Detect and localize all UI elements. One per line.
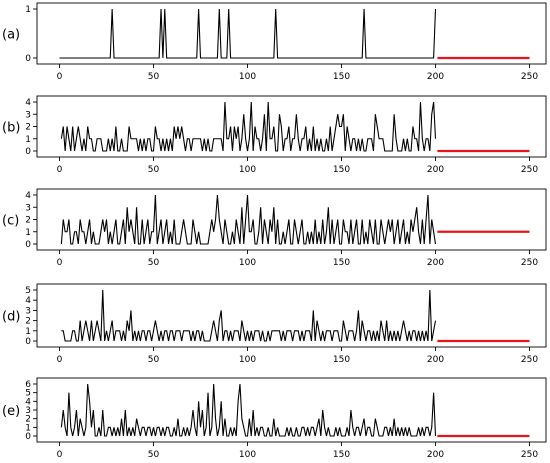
x-tick-label: 250 <box>521 258 538 268</box>
plot-frame <box>36 188 547 251</box>
y-tick-label: 1 <box>25 135 31 145</box>
x-tick-label: 200 <box>427 165 444 175</box>
x-tick-label: 200 <box>427 258 444 268</box>
y-tick-label: 1 <box>25 228 31 238</box>
x-tick-label: 200 <box>427 72 444 82</box>
x-tick-label: 0 <box>57 450 63 460</box>
series-line-1 <box>59 8 437 59</box>
panel-label: (a) <box>2 28 20 43</box>
x-tick-label: 150 <box>333 165 350 175</box>
y-tick-label: 5 <box>25 286 31 296</box>
y-tick-label: 4 <box>25 191 31 201</box>
x-tick-label: 50 <box>148 450 160 460</box>
x-tick-label: 150 <box>333 258 350 268</box>
y-tick-label: 2 <box>25 216 31 226</box>
x-tick-label: 150 <box>333 450 350 460</box>
y-tick-label: 0 <box>25 147 31 157</box>
panel-label: (d) <box>2 310 20 325</box>
series-line-1 <box>61 289 437 342</box>
x-tick-label: 100 <box>239 72 256 82</box>
x-tick-label: 250 <box>521 450 538 460</box>
x-tick-label: 0 <box>57 165 63 175</box>
x-tick-label: 150 <box>333 355 350 365</box>
y-tick-label: 3 <box>25 110 31 120</box>
y-tick-label: 4 <box>25 98 31 108</box>
x-tick-label: 150 <box>333 72 350 82</box>
y-tick-label: 0 <box>25 432 31 442</box>
y-tick-label: 1 <box>25 423 31 433</box>
x-tick-label: 50 <box>148 258 160 268</box>
x-tick-label: 200 <box>427 355 444 365</box>
x-tick-label: 0 <box>57 258 63 268</box>
series-line-1 <box>60 383 437 437</box>
x-tick-label: 250 <box>521 165 538 175</box>
x-tick-label: 100 <box>239 450 256 460</box>
x-tick-label: 200 <box>427 450 444 460</box>
x-tick-label: 0 <box>57 72 63 82</box>
series-line-1 <box>60 101 437 152</box>
x-tick-label: 100 <box>239 258 256 268</box>
y-tick-label: 2 <box>25 415 31 425</box>
x-tick-label: 250 <box>521 355 538 365</box>
y-tick-label: 0 <box>25 240 31 250</box>
x-tick-label: 50 <box>148 72 160 82</box>
x-tick-label: 50 <box>148 165 160 175</box>
plot-frame <box>36 2 547 65</box>
y-tick-label: 4 <box>25 296 31 306</box>
x-tick-label: 250 <box>521 72 538 82</box>
panel-3: (c) 0 50 100 150 200 250 0 1 2 3 4 <box>2 188 547 268</box>
y-tick-label: 4 <box>25 397 31 407</box>
panel-label: (b) <box>2 121 20 136</box>
y-tick-label: 3 <box>25 203 31 213</box>
y-tick-label: 2 <box>25 317 31 327</box>
x-tick-label: 50 <box>148 355 160 365</box>
plot-frame <box>36 283 547 348</box>
x-tick-label: 100 <box>239 165 256 175</box>
panel-1: (a) 0 50 100 150 200 250 0 1 <box>2 2 547 82</box>
y-tick-label: 3 <box>25 406 31 416</box>
y-tick-label: 0 <box>25 337 31 347</box>
y-tick-label: 0 <box>25 54 31 64</box>
y-tick-label: 3 <box>25 306 31 316</box>
y-tick-label: 5 <box>25 389 31 399</box>
panel-label: (e) <box>2 404 20 419</box>
y-tick-label: 2 <box>25 123 31 133</box>
y-tick-label: 1 <box>25 5 31 15</box>
series-line-1 <box>60 194 437 245</box>
x-tick-label: 0 <box>57 355 63 365</box>
x-tick-label: 100 <box>239 355 256 365</box>
panel-2: (b) 0 50 100 150 200 250 0 1 2 3 4 <box>2 95 547 175</box>
y-tick-label: 6 <box>25 380 31 390</box>
y-tick-label: 1 <box>25 327 31 337</box>
panel-label: (c) <box>2 214 19 229</box>
